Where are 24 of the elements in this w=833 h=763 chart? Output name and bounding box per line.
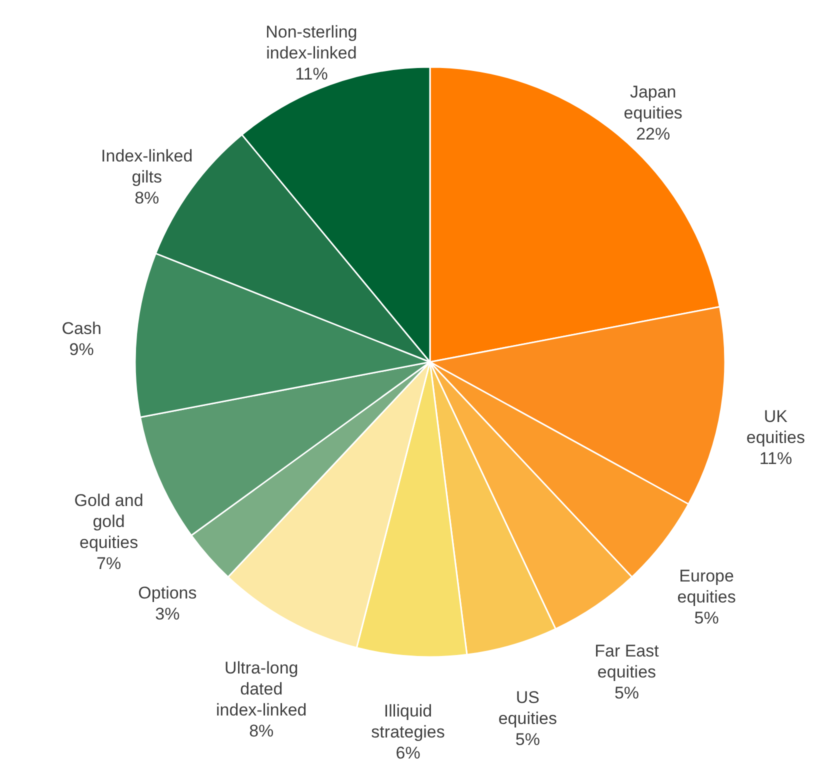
slice-label: Ultra-long dated index-linked: [216, 658, 307, 720]
slice-label: Illiquid strategies: [371, 701, 445, 742]
slice-label: Cash: [62, 319, 102, 338]
slice-label: Europe equities: [677, 566, 736, 607]
slice-label: US equities: [498, 688, 557, 728]
data-label: 11%: [295, 64, 328, 84]
data-label: 11%: [759, 448, 792, 468]
slice-label: Options: [138, 583, 197, 602]
data-label: 5%: [694, 608, 719, 628]
data-label: 6%: [396, 743, 420, 762]
data-label: 8%: [134, 188, 160, 208]
slice-label: Japan equities: [624, 82, 682, 122]
data-label: 3%: [155, 604, 180, 624]
data-label: 22%: [636, 124, 670, 144]
slice-label: UK equities: [746, 406, 805, 447]
data-label: 9%: [69, 340, 94, 360]
data-label: 5%: [515, 730, 540, 750]
slice-label: Gold and gold equities: [74, 491, 144, 552]
data-label: 8%: [249, 722, 274, 741]
slice-label: Far East equities: [594, 641, 660, 682]
slice-label: Non-sterling index-linked: [266, 22, 358, 63]
data-label: 5%: [614, 683, 640, 702]
data-label: 7%: [96, 554, 122, 573]
slice-label: Index-linked gilts: [101, 146, 193, 186]
